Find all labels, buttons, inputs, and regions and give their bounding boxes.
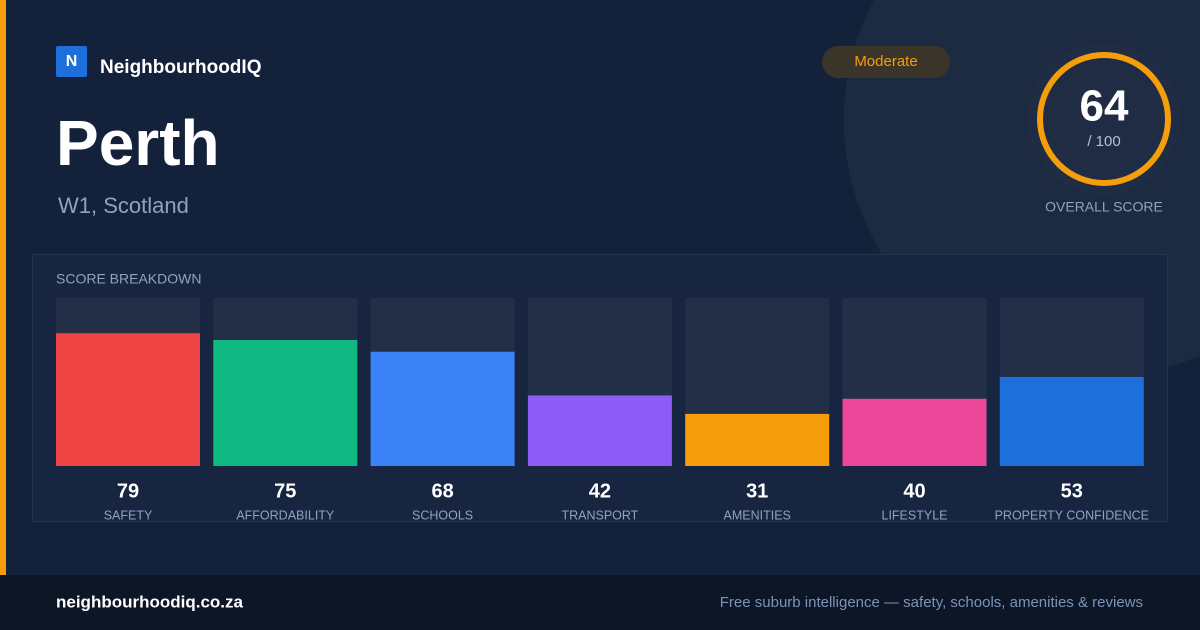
score-label: OVERALL SCORE bbox=[1045, 199, 1163, 215]
bar-label: AFFORDABILITY bbox=[236, 508, 335, 522]
bar-label: TRANSPORT bbox=[561, 508, 638, 522]
bar-label: AMENITIES bbox=[724, 508, 791, 522]
score-backdrop bbox=[1028, 43, 1180, 195]
bar-value: 68 bbox=[431, 480, 453, 502]
bar-value: 75 bbox=[274, 480, 296, 502]
bar bbox=[56, 333, 200, 466]
bar bbox=[370, 351, 515, 466]
score-ring bbox=[1037, 52, 1171, 186]
footer bbox=[0, 575, 1200, 630]
logo bbox=[56, 46, 87, 77]
footer-tagline: Free suburb intelligence — safety, schoo… bbox=[720, 594, 1143, 611]
bar-value: 79 bbox=[117, 480, 139, 502]
title: Perth bbox=[56, 107, 220, 179]
bar-label: SAFETY bbox=[104, 508, 153, 522]
badge-text: Moderate bbox=[854, 53, 917, 70]
bar-value: 31 bbox=[746, 480, 768, 502]
subtitle: W1, Scotland bbox=[58, 193, 189, 218]
bar bbox=[527, 395, 672, 466]
score-value: 64 bbox=[1080, 82, 1129, 131]
bar bbox=[685, 413, 830, 466]
bar bbox=[213, 340, 358, 466]
bar-label: SCHOOLS bbox=[412, 508, 473, 522]
bar-value: 40 bbox=[903, 480, 925, 502]
bar-label: PROPERTY CONFIDENCE bbox=[995, 508, 1149, 522]
badge bbox=[822, 46, 950, 78]
score-max: / 100 bbox=[1087, 133, 1120, 150]
logo-letter: N bbox=[66, 53, 78, 70]
bar-label: LIFESTYLE bbox=[882, 508, 948, 522]
brand-name: NeighbourhoodIQ bbox=[100, 57, 261, 78]
accent-stripe bbox=[0, 0, 6, 575]
bar bbox=[842, 398, 987, 466]
bar-value: 53 bbox=[1061, 480, 1083, 502]
bar bbox=[999, 376, 1144, 466]
bar-value: 42 bbox=[589, 480, 611, 502]
breakdown-heading: SCORE BREAKDOWN bbox=[56, 271, 201, 287]
footer-url: neighbourhoodiq.co.za bbox=[56, 592, 244, 611]
